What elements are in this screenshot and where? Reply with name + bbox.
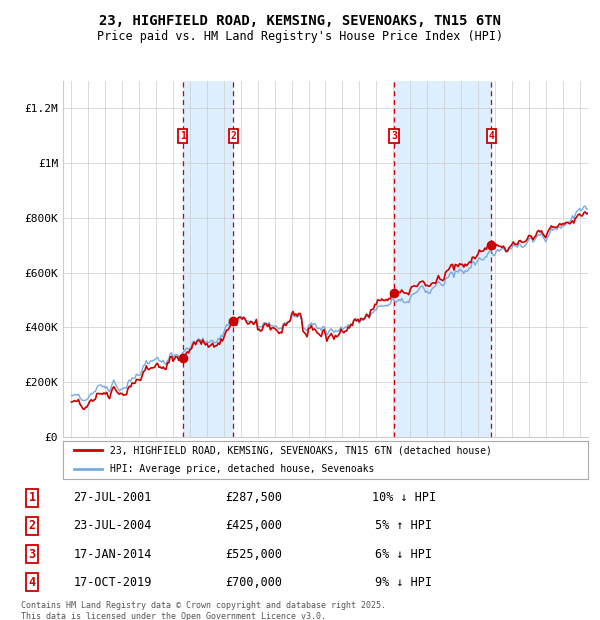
Text: 2: 2: [230, 131, 236, 141]
Text: £525,000: £525,000: [226, 547, 283, 560]
Text: 4: 4: [488, 131, 494, 141]
Text: 6% ↓ HPI: 6% ↓ HPI: [375, 547, 432, 560]
Text: 3: 3: [391, 131, 397, 141]
Text: 2: 2: [29, 520, 36, 533]
Text: 3: 3: [29, 547, 36, 560]
Bar: [183, 81, 233, 437]
Bar: [394, 81, 491, 437]
Text: Contains HM Land Registry data © Crown copyright and database right 2025.
This d: Contains HM Land Registry data © Crown c…: [21, 601, 386, 620]
Text: 9% ↓ HPI: 9% ↓ HPI: [375, 576, 432, 589]
Text: 23, HIGHFIELD ROAD, KEMSING, SEVENOAKS, TN15 6TN (detached house): 23, HIGHFIELD ROAD, KEMSING, SEVENOAKS, …: [110, 445, 492, 455]
Text: 10% ↓ HPI: 10% ↓ HPI: [371, 491, 436, 504]
Text: 23-JUL-2004: 23-JUL-2004: [74, 520, 152, 533]
Text: 1: 1: [180, 131, 185, 141]
Text: 5% ↑ HPI: 5% ↑ HPI: [375, 520, 432, 533]
Text: 17-JAN-2014: 17-JAN-2014: [74, 547, 152, 560]
Text: £700,000: £700,000: [226, 576, 283, 589]
Text: HPI: Average price, detached house, Sevenoaks: HPI: Average price, detached house, Seve…: [110, 464, 374, 474]
Text: 4: 4: [29, 576, 36, 589]
Text: 1: 1: [29, 491, 36, 504]
Text: £287,500: £287,500: [226, 491, 283, 504]
Text: Price paid vs. HM Land Registry's House Price Index (HPI): Price paid vs. HM Land Registry's House …: [97, 30, 503, 43]
Text: 23, HIGHFIELD ROAD, KEMSING, SEVENOAKS, TN15 6TN: 23, HIGHFIELD ROAD, KEMSING, SEVENOAKS, …: [99, 14, 501, 28]
Text: 17-OCT-2019: 17-OCT-2019: [74, 576, 152, 589]
Text: £425,000: £425,000: [226, 520, 283, 533]
Text: 27-JUL-2001: 27-JUL-2001: [74, 491, 152, 504]
